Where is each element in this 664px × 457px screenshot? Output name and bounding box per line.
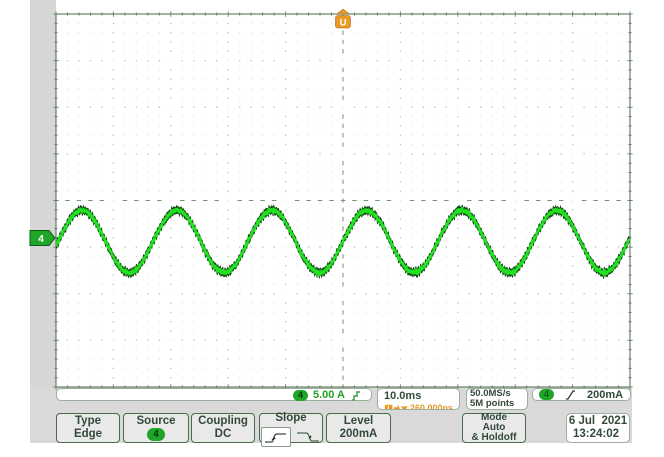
svg-text:U: U bbox=[340, 17, 347, 28]
svg-text:4: 4 bbox=[38, 233, 44, 245]
